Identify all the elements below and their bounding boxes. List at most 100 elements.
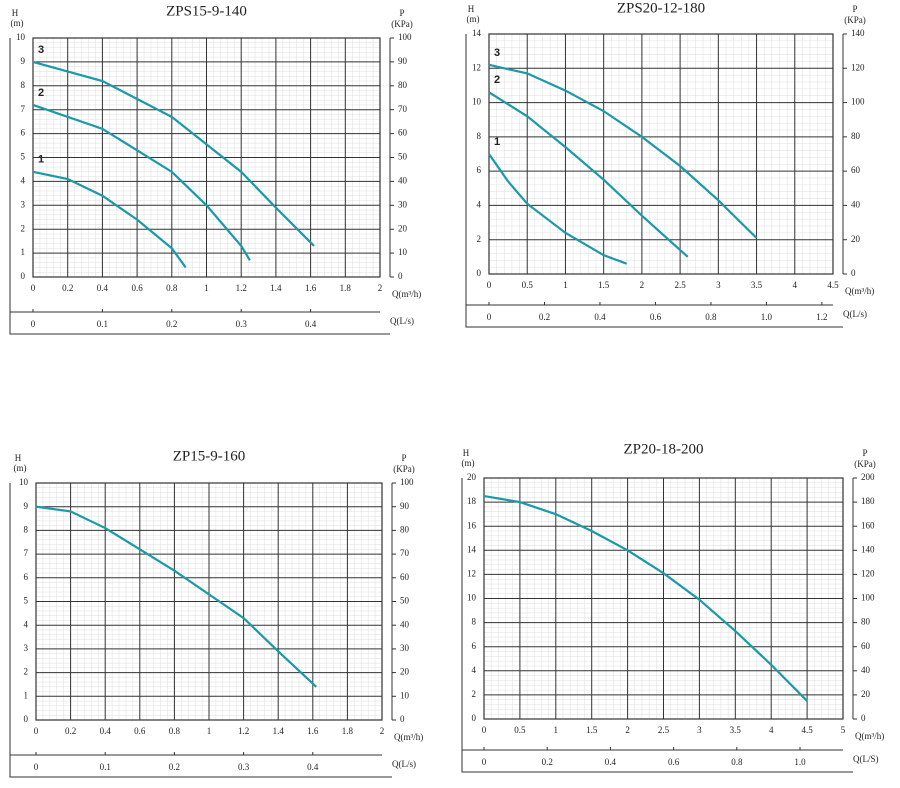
x2-tick-label: 0.3 bbox=[236, 319, 248, 329]
y-tick-label: 2 bbox=[24, 667, 29, 677]
y-tick-label: 2 bbox=[477, 234, 482, 244]
x-tick-label: 2 bbox=[640, 280, 645, 290]
y2-tick-label: 40 bbox=[400, 619, 410, 629]
x-tick-label: 2 bbox=[380, 726, 385, 736]
x-tick-label: 0 bbox=[487, 280, 492, 290]
y2-tick-label: 10 bbox=[400, 690, 410, 700]
y-tick-label: 7 bbox=[24, 548, 29, 558]
y-tick-label: 6 bbox=[24, 572, 29, 582]
curve-label: 1 bbox=[494, 136, 500, 148]
x2-tick-label: 1.0 bbox=[794, 757, 806, 767]
x-tick-label: 1 bbox=[204, 283, 209, 293]
y-axis-label: H bbox=[463, 448, 470, 458]
y2-tick-label: 80 bbox=[398, 80, 408, 90]
y2-tick-label: 20 bbox=[861, 689, 871, 699]
y-tick-label: 14 bbox=[472, 28, 482, 38]
y2-tick-label: 60 bbox=[851, 165, 861, 175]
x-tick-label: 0 bbox=[34, 726, 39, 736]
y-tick-label: 5 bbox=[21, 152, 26, 162]
pump-curve bbox=[488, 153, 627, 265]
x2-tick-label: 0 bbox=[482, 757, 487, 767]
y2-tick-label: 0 bbox=[400, 714, 405, 724]
x-tick-label: 3 bbox=[716, 280, 721, 290]
x2-axis-label: Q(L/s) bbox=[390, 316, 414, 326]
y-tick-label: 8 bbox=[477, 131, 482, 141]
x2-tick-label: 1.2 bbox=[816, 312, 827, 322]
pump-curve bbox=[35, 505, 318, 688]
pump-curve bbox=[488, 63, 758, 239]
x2-tick-label: 0 bbox=[31, 319, 36, 329]
y2-axis-label: P bbox=[399, 8, 404, 18]
y-tick-label: 8 bbox=[24, 524, 29, 534]
x-tick-label: 5 bbox=[841, 725, 846, 735]
x-tick-label: 0.8 bbox=[169, 726, 181, 736]
y-tick-label: 3 bbox=[21, 199, 26, 209]
y-axis-unit: (m) bbox=[467, 14, 480, 24]
x2-tick-label: 0.8 bbox=[705, 312, 717, 322]
y-tick-label: 0 bbox=[21, 271, 26, 281]
x-axis-label: Q(m³/h) bbox=[855, 731, 884, 741]
y-tick-label: 12 bbox=[467, 568, 476, 578]
x-tick-label: 1 bbox=[554, 725, 559, 735]
x-tick-label: 2.5 bbox=[674, 280, 686, 290]
x2-tick-label: 0.2 bbox=[169, 762, 180, 772]
pump-curve bbox=[483, 494, 808, 702]
y-tick-label: 6 bbox=[477, 165, 482, 175]
x2-tick-label: 0.4 bbox=[305, 319, 317, 329]
y2-tick-label: 120 bbox=[851, 62, 865, 72]
y2-tick-label: 60 bbox=[398, 128, 408, 138]
x-tick-label: 2 bbox=[378, 283, 383, 293]
y-tick-label: 18 bbox=[467, 496, 477, 506]
y-axis-unit: (m) bbox=[14, 463, 27, 473]
y2-tick-label: 50 bbox=[398, 152, 408, 162]
x2-tick-label: 1.0 bbox=[761, 312, 773, 322]
x-tick-label: 0.6 bbox=[131, 283, 143, 293]
x2-tick-label: 0.6 bbox=[650, 312, 662, 322]
y2-tick-label: 90 bbox=[398, 56, 408, 66]
y2-tick-label: 60 bbox=[861, 641, 871, 651]
y2-tick-label: 60 bbox=[400, 572, 410, 582]
x-tick-label: 2 bbox=[625, 725, 630, 735]
x2-tick-label: 0.2 bbox=[539, 312, 550, 322]
x-tick-label: 1.5 bbox=[598, 280, 610, 290]
x-tick-label: 1.4 bbox=[273, 726, 285, 736]
y-tick-label: 4 bbox=[472, 665, 477, 675]
y-tick-label: 0 bbox=[477, 268, 482, 278]
y2-axis-unit: (KPa) bbox=[844, 15, 866, 25]
x-tick-label: 1.6 bbox=[305, 283, 317, 293]
y-tick-label: 0 bbox=[472, 713, 477, 723]
x2-tick-label: 0.2 bbox=[542, 757, 553, 767]
y2-tick-label: 100 bbox=[398, 32, 412, 42]
y2-tick-label: 180 bbox=[861, 496, 875, 506]
y2-tick-label: 10 bbox=[398, 247, 408, 257]
x2-tick-label: 0.8 bbox=[731, 757, 743, 767]
x-tick-label: 1.6 bbox=[307, 726, 319, 736]
x-tick-label: 0.5 bbox=[522, 280, 534, 290]
x2-tick-label: 0 bbox=[487, 312, 492, 322]
plot-border bbox=[35, 482, 383, 721]
x-tick-label: 4 bbox=[769, 725, 774, 735]
x2-tick-label: 0.4 bbox=[594, 312, 606, 322]
x-tick-label: 1 bbox=[563, 280, 568, 290]
y2-tick-label: 30 bbox=[398, 199, 408, 209]
x-tick-label: 0.4 bbox=[100, 726, 112, 736]
y-tick-label: 8 bbox=[21, 80, 26, 90]
pump-curve bbox=[488, 91, 689, 258]
x-tick-label: 0.4 bbox=[97, 283, 109, 293]
x-tick-label: 4.5 bbox=[827, 280, 839, 290]
x-tick-label: 0.2 bbox=[62, 283, 73, 293]
y-tick-label: 7 bbox=[21, 104, 26, 114]
x2-tick-label: 0.1 bbox=[100, 762, 111, 772]
curve-label: 2 bbox=[494, 74, 500, 86]
y2-tick-label: 90 bbox=[400, 501, 410, 511]
x-tick-label: 0 bbox=[482, 725, 487, 735]
y2-tick-label: 30 bbox=[400, 643, 410, 653]
y-tick-label: 9 bbox=[21, 56, 26, 66]
x2-axis-label: Q(L/s) bbox=[843, 309, 867, 319]
x-tick-label: 2.5 bbox=[658, 725, 670, 735]
chart-title: ZPS15-9-140 bbox=[166, 3, 247, 19]
y2-tick-label: 140 bbox=[861, 544, 875, 554]
curve-label: 2 bbox=[38, 87, 44, 99]
y-tick-label: 14 bbox=[467, 544, 477, 554]
